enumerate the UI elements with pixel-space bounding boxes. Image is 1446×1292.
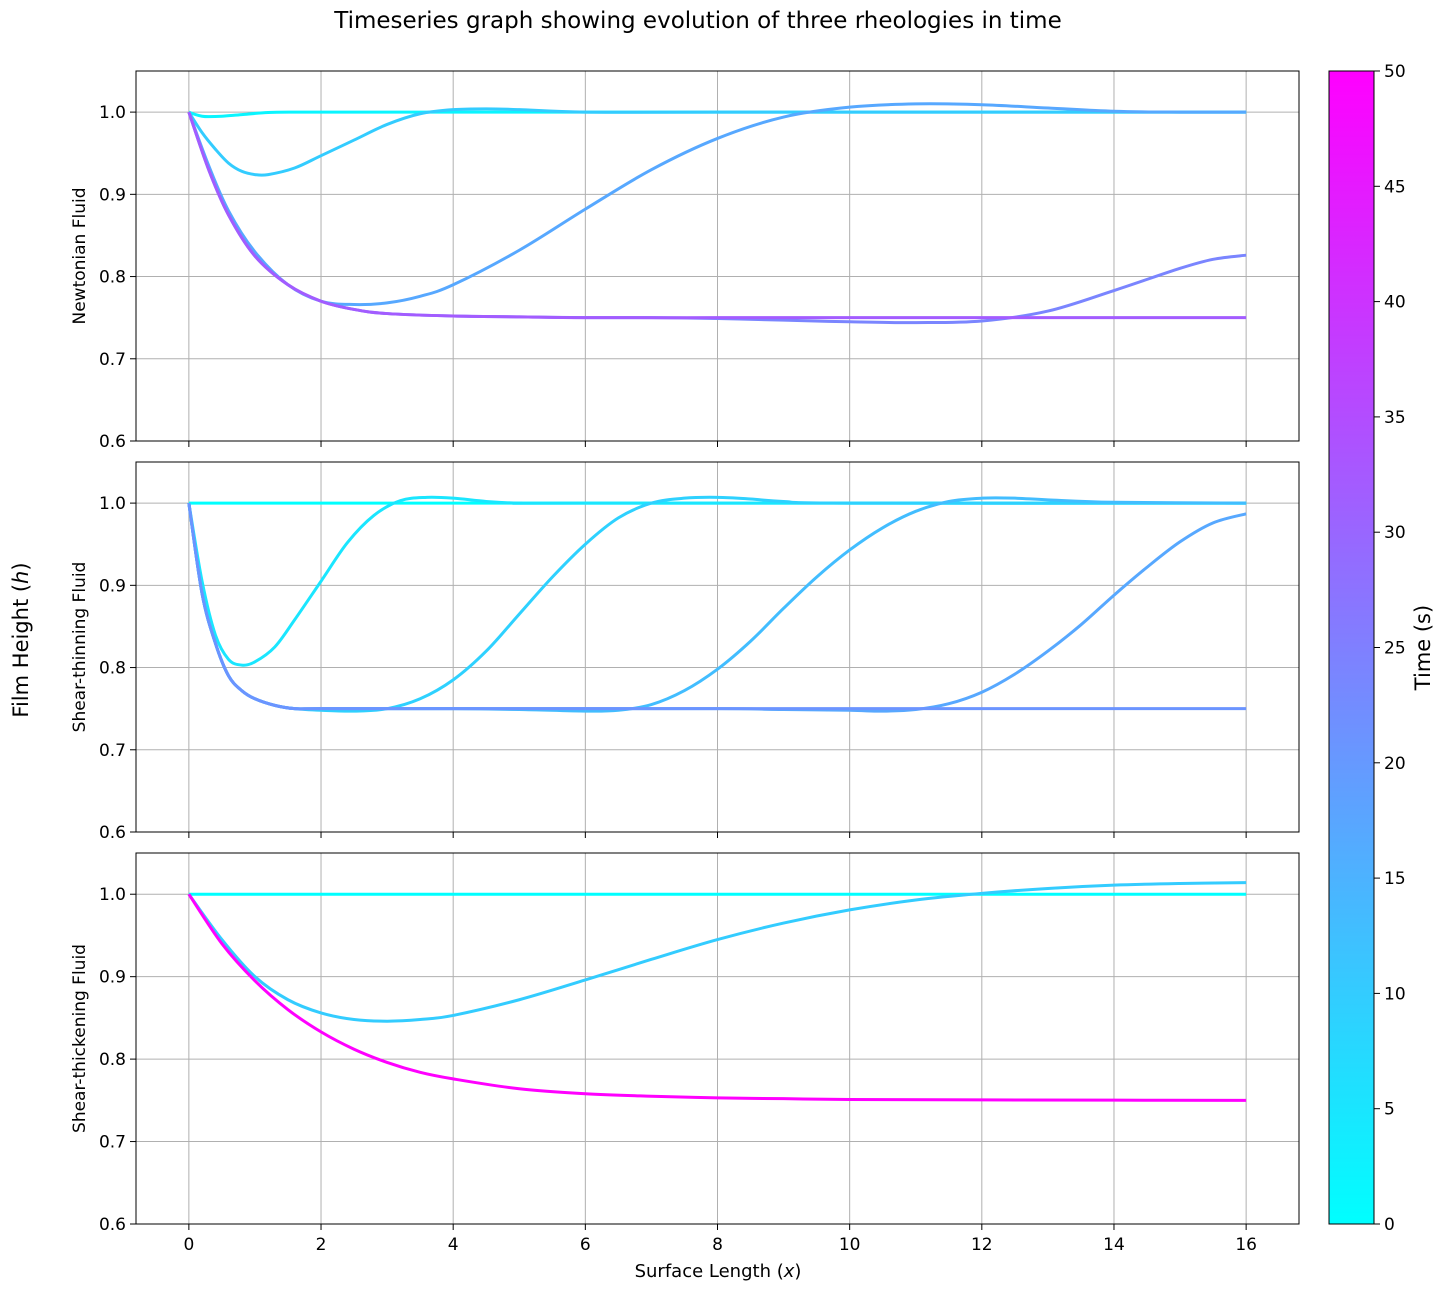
y-tick-label: 0.9 (99, 185, 126, 205)
y-tick-label: 0.7 (99, 350, 126, 370)
colorbar-tick-label: 15 (1384, 869, 1406, 889)
y-tick-label: 1.0 (99, 494, 126, 514)
x-tick-label: 14 (1103, 1235, 1125, 1255)
colorbar-tick-label: 35 (1384, 408, 1406, 428)
x-tick-label: 4 (448, 1235, 459, 1255)
chart-title: Timeseries graph showing evolution of th… (333, 8, 1061, 34)
x-tick-label: 6 (580, 1235, 591, 1255)
colorbar-tick-label: 40 (1384, 293, 1406, 313)
y-tick-label: 1.0 (99, 103, 126, 123)
colorbar-tick-label: 5 (1384, 1100, 1395, 1120)
series-line-t10 (187, 107, 1247, 177)
y-tick-label: 0.7 (99, 741, 126, 761)
series-line-t10 (187, 881, 1247, 1023)
panel-y-label: Newtonian Fluid (70, 187, 90, 324)
x-tick-label: 16 (1235, 1235, 1257, 1255)
y-tick-label: 0.6 (99, 432, 126, 452)
y-tick-label: 0.8 (99, 268, 126, 288)
y-tick-label: 1.0 (99, 885, 126, 905)
colorbar-tick-label: 10 (1384, 984, 1406, 1004)
panel-y-label: Shear-thinning Fluid (70, 562, 90, 733)
y-tick-label: 0.9 (99, 576, 126, 596)
series-line-t50 (187, 893, 1247, 1102)
y-tick-label: 0.7 (99, 1133, 126, 1153)
x-tick-label: 8 (712, 1235, 723, 1255)
colorbar-tick-label: 30 (1384, 523, 1406, 543)
colorbar: 0 5 10 15 20 25 30 35 40 45 50 Time (s) (1328, 62, 1435, 1235)
x-tick-label: 0 (183, 1235, 194, 1255)
series-line-t5 (187, 495, 1247, 667)
panel-y-label: Shear-thickening Fluid (70, 944, 90, 1133)
series-line-t32 (187, 111, 1247, 320)
y-tick-label: 0.6 (99, 823, 126, 843)
x-tick-label: 2 (316, 1235, 327, 1255)
panel-3: 0.6 0.7 0.8 0.9 1.0 0 2 4 6 8 10 12 14 16 Shear-thicke… (70, 852, 1300, 1255)
colorbar-tick-label: 20 (1384, 754, 1406, 774)
x-tick-label: 12 (971, 1235, 993, 1255)
y-tick-label: 0.8 (99, 1050, 126, 1070)
colorbar-tick-label: 45 (1384, 177, 1406, 197)
x-axis-label: Surface Length (x) (635, 1261, 802, 1282)
panel-2: 0.6 0.7 0.8 0.9 1.0 Shear-thinning Fluid (70, 461, 1300, 843)
y-tick-label: 0.6 (99, 1215, 126, 1235)
y-tick-label: 0.8 (99, 659, 126, 679)
panel-1: 0.6 0.7 0.8 0.9 1.0 Newtonian Fluid (70, 70, 1300, 452)
y-tick-label: 0.9 (99, 968, 126, 988)
colorbar-gradient (1328, 70, 1375, 1225)
colorbar-tick-label: 50 (1384, 62, 1406, 82)
x-tick-label: 10 (839, 1235, 861, 1255)
colorbar-tick-label: 25 (1384, 639, 1406, 659)
colorbar-label: Time (s) (1411, 605, 1435, 691)
colorbar-tick-label: 0 (1384, 1215, 1395, 1235)
series-line-t21 (187, 502, 1247, 711)
shared-y-axis-label: Film Height (h) (9, 562, 33, 717)
